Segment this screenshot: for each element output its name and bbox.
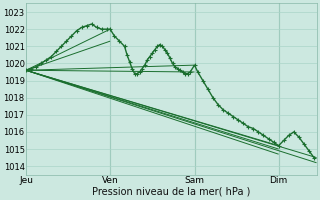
X-axis label: Pression niveau de la mer( hPa ): Pression niveau de la mer( hPa ) [92,187,251,197]
